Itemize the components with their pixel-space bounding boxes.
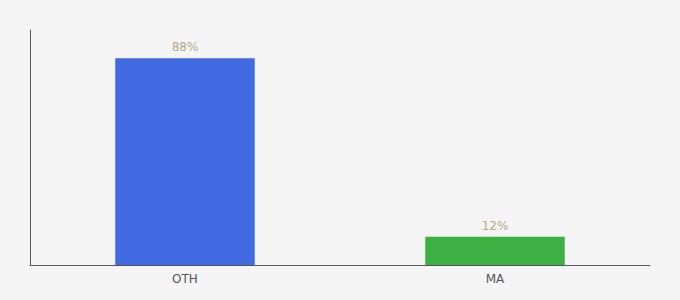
svg-text:OTH: OTH bbox=[172, 272, 198, 286]
svg-text:12%: 12% bbox=[482, 219, 509, 233]
svg-text:MA: MA bbox=[486, 272, 505, 286]
svg-text:88%: 88% bbox=[172, 40, 199, 54]
